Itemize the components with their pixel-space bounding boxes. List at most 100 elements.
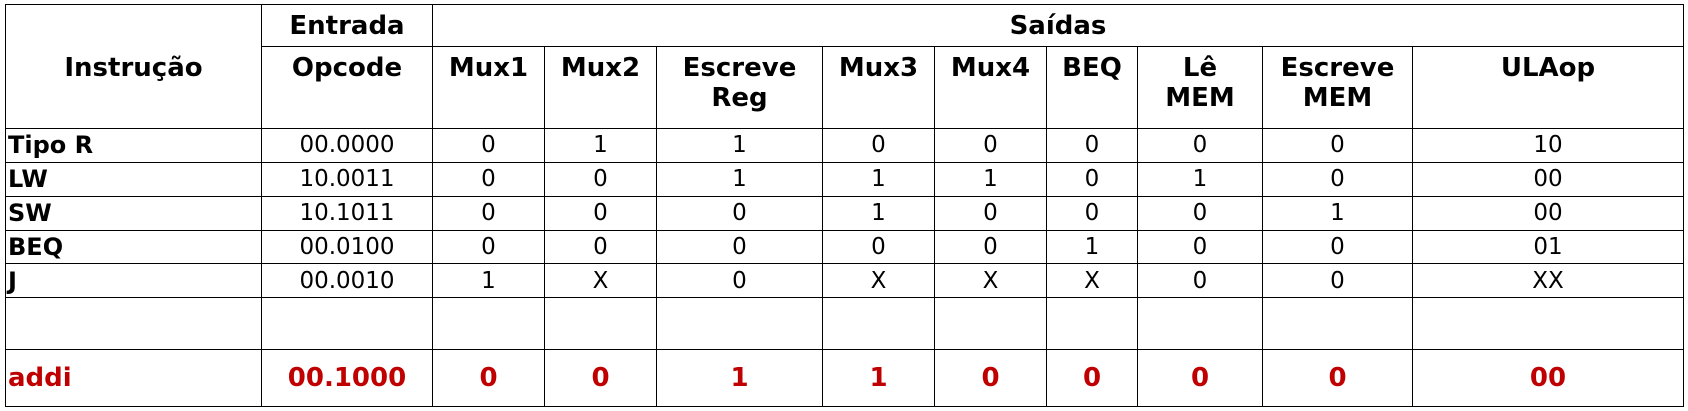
cell-opcode: 10.0011 xyxy=(261,161,433,197)
header-beq: BEQ xyxy=(1046,46,1138,129)
header-escreve-reg: Escreve Reg xyxy=(656,46,823,129)
header-group-row: Entrada Saídas xyxy=(5,4,1684,47)
cell-beq: X xyxy=(1046,263,1138,299)
cell-instr: J xyxy=(5,263,262,299)
cell-mux3: 1 xyxy=(822,161,935,197)
cell-mux2: 0 xyxy=(544,195,657,231)
cell-mux3: X xyxy=(822,263,935,299)
cell-escreve-reg: 1 xyxy=(656,348,823,408)
header-mux1: Mux1 xyxy=(432,46,545,129)
cell-escreve-reg: 1 xyxy=(656,161,823,197)
empty-cell xyxy=(5,297,262,350)
cell-ulaop: 10 xyxy=(1412,128,1684,163)
empty-cell xyxy=(1046,297,1138,350)
empty-cell xyxy=(1412,297,1684,350)
empty-cell xyxy=(261,297,433,350)
cell-instr: SW xyxy=(5,195,262,231)
empty-cell xyxy=(432,297,545,350)
empty-cell xyxy=(1137,297,1263,350)
empty-cell xyxy=(544,297,657,350)
cell-ulaop: 01 xyxy=(1412,229,1684,265)
header-escreve-mem: Escreve MEM xyxy=(1262,46,1413,129)
table-row-lw: LW 10.0011 0 0 1 1 1 0 1 0 00 xyxy=(5,161,1684,197)
cell-mux1: 0 xyxy=(432,229,545,265)
cell-opcode: 00.0100 xyxy=(261,229,433,265)
cell-mux4: 0 xyxy=(934,348,1047,408)
cell-opcode: 00.1000 xyxy=(261,348,433,408)
cell-instr: addi xyxy=(5,348,262,408)
cell-mux1: 0 xyxy=(432,128,545,163)
cell-mux4: 1 xyxy=(934,161,1047,197)
empty-cell xyxy=(656,297,823,350)
cell-escreve-reg: 0 xyxy=(656,195,823,231)
cell-mux2: X xyxy=(544,263,657,299)
cell-mux4: X xyxy=(934,263,1047,299)
header-ulaop: ULAop xyxy=(1412,46,1684,129)
header-opcode: Opcode xyxy=(261,46,433,129)
header-mux2: Mux2 xyxy=(544,46,657,129)
control-signals-table: Entrada Saídas Instrução Opcode Mux1 Mux… xyxy=(5,4,1684,408)
cell-opcode: 00.0010 xyxy=(261,263,433,299)
header-columns-row: Instrução Opcode Mux1 Mux2 Escreve Reg M… xyxy=(5,46,1684,129)
cell-instr: LW xyxy=(5,161,262,197)
header-le-mem: Lê MEM xyxy=(1137,46,1263,129)
cell-instr: Tipo R xyxy=(5,128,262,163)
cell-mux1: 0 xyxy=(432,195,545,231)
cell-ulaop: 00 xyxy=(1412,161,1684,197)
cell-beq: 0 xyxy=(1046,195,1138,231)
cell-mux4: 0 xyxy=(934,195,1047,231)
header-mux3: Mux3 xyxy=(822,46,935,129)
cell-escreve-reg: 1 xyxy=(656,128,823,163)
table-row-tipo-r: Tipo R 00.0000 0 1 1 0 0 0 0 0 10 xyxy=(5,128,1684,163)
table-row-beq: BEQ 00.0100 0 0 0 0 0 1 0 0 01 xyxy=(5,229,1684,265)
cell-escreve-reg: 0 xyxy=(656,229,823,265)
cell-mux3: 0 xyxy=(822,128,935,163)
cell-escreve-mem: 0 xyxy=(1262,348,1413,408)
header-mux4: Mux4 xyxy=(934,46,1047,129)
table-row-empty xyxy=(5,297,1684,350)
header-saidas: Saídas xyxy=(432,4,1684,47)
cell-le-mem: 1 xyxy=(1137,161,1263,197)
cell-escreve-mem: 0 xyxy=(1262,128,1413,163)
header-entrada: Entrada xyxy=(261,4,433,47)
empty-cell xyxy=(822,297,935,350)
cell-le-mem: 0 xyxy=(1137,229,1263,265)
cell-opcode: 00.0000 xyxy=(261,128,433,163)
cell-escreve-mem: 0 xyxy=(1262,229,1413,265)
cell-ulaop: 00 xyxy=(1412,348,1684,408)
cell-escreve-mem: 0 xyxy=(1262,161,1413,197)
table-row-j: J 00.0010 1 X 0 X X X 0 0 XX xyxy=(5,263,1684,299)
cell-le-mem: 0 xyxy=(1137,195,1263,231)
cell-ulaop: 00 xyxy=(1412,195,1684,231)
cell-beq: 0 xyxy=(1046,128,1138,163)
cell-escreve-mem: 1 xyxy=(1262,195,1413,231)
table-row-addi: addi 00.1000 0 0 1 1 0 0 0 0 00 xyxy=(5,348,1684,408)
cell-escreve-reg: 0 xyxy=(656,263,823,299)
cell-mux4: 0 xyxy=(934,128,1047,163)
cell-beq: 1 xyxy=(1046,229,1138,265)
cell-mux2: 1 xyxy=(544,128,657,163)
empty-cell xyxy=(1262,297,1413,350)
cell-mux1: 1 xyxy=(432,263,545,299)
cell-le-mem: 0 xyxy=(1137,348,1263,408)
cell-beq: 0 xyxy=(1046,348,1138,408)
cell-mux4: 0 xyxy=(934,229,1047,265)
table-row-sw: SW 10.1011 0 0 0 1 0 0 0 1 00 xyxy=(5,195,1684,231)
cell-mux2: 0 xyxy=(544,229,657,265)
cell-ulaop: XX xyxy=(1412,263,1684,299)
cell-le-mem: 0 xyxy=(1137,263,1263,299)
cell-mux3: 1 xyxy=(822,195,935,231)
cell-beq: 0 xyxy=(1046,161,1138,197)
cell-escreve-mem: 0 xyxy=(1262,263,1413,299)
header-corner-cell xyxy=(5,4,262,47)
cell-opcode: 10.1011 xyxy=(261,195,433,231)
cell-mux3: 0 xyxy=(822,229,935,265)
cell-mux1: 0 xyxy=(432,161,545,197)
cell-instr: BEQ xyxy=(5,229,262,265)
cell-mux2: 0 xyxy=(544,161,657,197)
cell-mux3: 1 xyxy=(822,348,935,408)
cell-le-mem: 0 xyxy=(1137,128,1263,163)
empty-cell xyxy=(934,297,1047,350)
header-instrucao: Instrução xyxy=(5,46,262,129)
cell-mux2: 0 xyxy=(544,348,657,408)
